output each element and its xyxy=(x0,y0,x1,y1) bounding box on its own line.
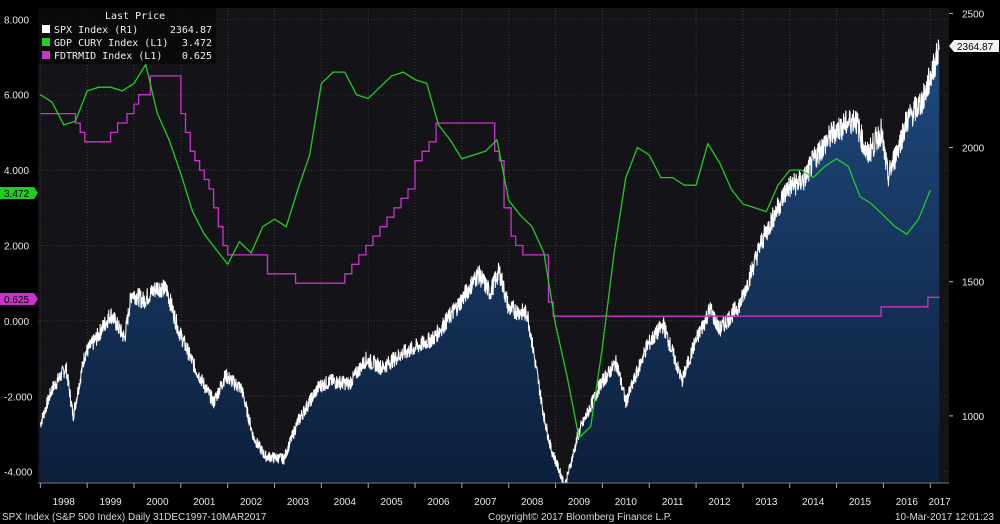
fed-last-value-label: 0.625 xyxy=(4,295,29,306)
x-tick-label: 2013 xyxy=(755,497,778,508)
footer: SPX Index (S&P 500 Index) Daily 31DEC199… xyxy=(2,512,994,523)
legend-label: FDTRMID Index (L1) xyxy=(54,51,162,62)
right-axis: 2500 2000 1500 1000 xyxy=(949,9,985,423)
x-tick-label: 2000 xyxy=(146,497,169,508)
x-tick-label: 2010 xyxy=(615,497,638,508)
x-tick-label: 2015 xyxy=(849,497,872,508)
legend-swatch xyxy=(42,25,50,33)
fed-last-value-tag: 0.625 xyxy=(0,293,38,306)
left-axis: 8.000 6.000 4.000 2.000 0.000 -2.000 -4.000 xyxy=(4,15,33,478)
right-tick-label: 1500 xyxy=(962,278,985,289)
x-tick-label: 2017 xyxy=(929,497,952,508)
x-tick-label: 2001 xyxy=(193,497,216,508)
x-tick-label: 2011 xyxy=(662,497,684,508)
x-tick-label: 2007 xyxy=(474,497,497,508)
left-tick-label: 8.000 xyxy=(4,15,29,26)
x-axis: 1998 1999 2000 2001 2002 2003 2004 2005 2006 2007… xyxy=(38,482,952,508)
left-tick-label: -4.000 xyxy=(4,468,33,479)
x-tick-label: 2014 xyxy=(802,497,825,508)
x-tick-label: 2004 xyxy=(334,497,357,508)
x-tick-label: 2012 xyxy=(708,497,731,508)
x-tick-label: 2009 xyxy=(568,497,591,508)
gdp-line xyxy=(39,62,931,440)
spx-area xyxy=(40,39,940,483)
gdp-last-value-tag: 3.472 xyxy=(0,187,38,200)
right-tick-label: 1000 xyxy=(962,412,985,423)
x-tick-label: 2005 xyxy=(381,497,404,508)
spx-last-value-label: 2364.87 xyxy=(957,42,994,53)
left-tick-label: 0.000 xyxy=(4,317,29,328)
left-tick-label: -2.000 xyxy=(4,392,33,403)
right-tick-label: 2500 xyxy=(962,9,985,20)
legend-label: GDP CURY Index (L1) xyxy=(54,38,168,49)
x-tick-label: 2008 xyxy=(521,497,544,508)
footer-right: 10-Mar-2017 12:01:23 xyxy=(895,512,994,523)
spx-line xyxy=(39,39,940,483)
x-tick-label: 2002 xyxy=(240,497,263,508)
x-tick-label: 2003 xyxy=(287,497,310,508)
x-tick-label: 2016 xyxy=(896,497,919,508)
footer-center: Copyright© 2017 Bloomberg Finance L.P. xyxy=(488,512,672,523)
legend-swatch xyxy=(42,38,50,46)
legend-header: Last Price xyxy=(105,11,165,22)
gdp-last-value-label: 3.472 xyxy=(4,189,29,200)
left-tick-label: 2.000 xyxy=(4,242,29,253)
legend-value: 2364.87 xyxy=(170,25,212,36)
legend-swatch xyxy=(42,51,50,59)
x-tick-label: 2006 xyxy=(427,497,450,508)
left-tick-label: 4.000 xyxy=(4,166,29,177)
legend-box xyxy=(38,8,216,64)
legend-value: 0.625 xyxy=(182,51,212,62)
x-tick-label: 1999 xyxy=(99,497,122,508)
left-tick-label: 6.000 xyxy=(4,91,29,102)
x-tick-label: 1998 xyxy=(53,497,76,508)
legend-label: SPX Index (R1) xyxy=(54,25,138,36)
spx-last-value-tag: 2364.87 xyxy=(949,40,999,53)
footer-left: SPX Index (S&P 500 Index) Daily 31DEC199… xyxy=(2,512,267,523)
right-tick-label: 2000 xyxy=(962,144,985,155)
legend-value: 3.472 xyxy=(182,38,212,49)
